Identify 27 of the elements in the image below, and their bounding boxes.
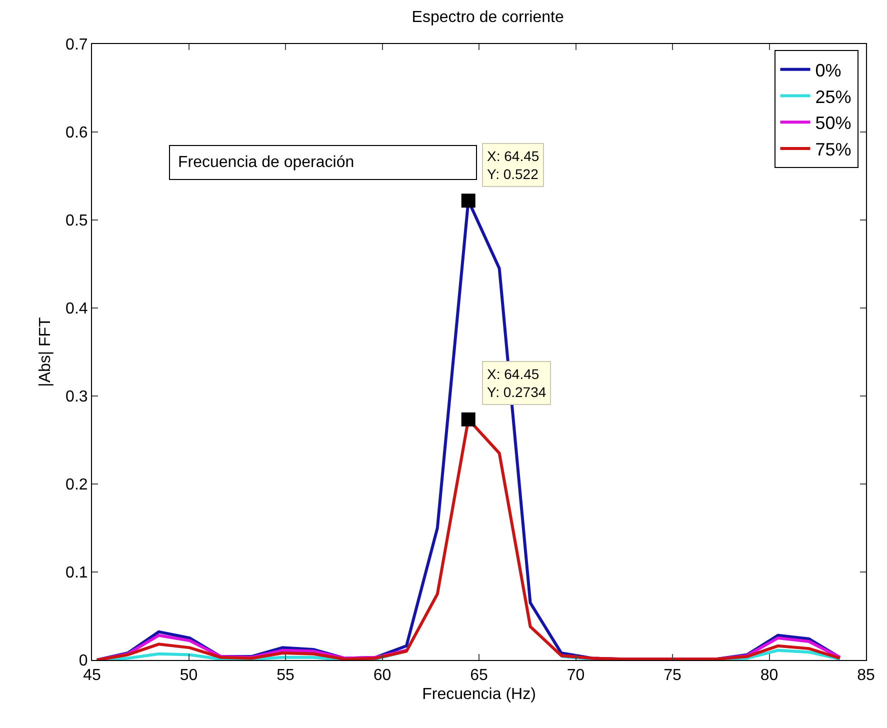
x-axis-title: Frecuencia (Hz) (422, 686, 536, 703)
y-axis-title: |Abs| FFT (37, 316, 54, 387)
y-tick-label: 0.6 (66, 124, 88, 142)
chart-title: Espectro de corriente (412, 9, 564, 26)
x-tick-label: 50 (180, 667, 198, 684)
legend-label: 25% (815, 86, 852, 107)
x-tick-label: 45 (83, 667, 101, 684)
y-tick-label: 0 (78, 652, 88, 670)
legend-label: 75% (815, 140, 852, 160)
x-tick-label: 85 (857, 667, 875, 684)
annotation: X: 64.45 Y: 0.522 (487, 148, 540, 182)
x-tick-label: 80 (760, 667, 778, 684)
y-tick-label: 0.5 (66, 212, 88, 230)
legend-label: 50% (815, 113, 852, 134)
annotation: Frecuencia de operación (178, 154, 354, 171)
y-tick-label: 0.2 (66, 476, 88, 494)
y-tick-label: 0.7 (66, 36, 88, 54)
x-tick-label: 75 (664, 667, 682, 684)
y-tick-label: 0.4 (66, 300, 88, 318)
x-tick-label: 70 (566, 667, 585, 684)
x-tick-label: 55 (276, 667, 294, 684)
annotation: X: 64.45 Y: 0.2734 (487, 366, 546, 400)
x-tick-label: 60 (373, 667, 392, 684)
y-tick-label: 0.3 (66, 388, 88, 406)
x-tick-label: 65 (470, 667, 488, 684)
y-tick-label: 0.1 (66, 564, 88, 582)
legend-label: 0% (815, 60, 842, 80)
